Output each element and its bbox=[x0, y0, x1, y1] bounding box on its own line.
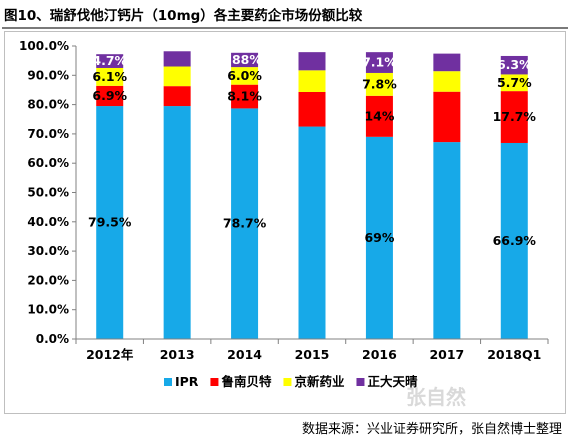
chart-title: 图10、瑞舒伐他汀钙片（10mg）各主要药企市场份额比较 bbox=[4, 8, 363, 24]
legend-swatch bbox=[283, 378, 292, 386]
data-label: 4.7% bbox=[92, 53, 127, 68]
x-tick-label: 2012年 bbox=[86, 347, 134, 362]
legend-label: 京新药业 bbox=[294, 374, 345, 389]
legend-label: 正大天晴 bbox=[367, 374, 418, 389]
y-tick-label: 100.0% bbox=[19, 39, 69, 53]
data-label: 14% bbox=[364, 108, 394, 123]
data-label: 8.1% bbox=[227, 89, 262, 104]
x-axis: 2012年 2013 2014 2015 2016 2017 2018Q1 bbox=[75, 338, 549, 362]
bar-segment bbox=[96, 106, 124, 339]
bar-series bbox=[96, 51, 528, 339]
data-label: 69% bbox=[364, 230, 394, 245]
x-tick-label: 2013 bbox=[160, 347, 195, 362]
y-tick-label: 40.0% bbox=[27, 215, 69, 229]
y-tick-label: 20.0% bbox=[27, 273, 69, 287]
bar-segment bbox=[298, 126, 326, 339]
bar-segment bbox=[231, 67, 259, 85]
bar-segment bbox=[298, 52, 326, 71]
bar-segment bbox=[96, 54, 124, 68]
y-tick-label: 60.0% bbox=[27, 156, 69, 170]
legend-swatch bbox=[356, 378, 365, 386]
y-tick-label: 30.0% bbox=[27, 244, 69, 258]
bar-segment bbox=[433, 71, 461, 92]
data-label: .88% bbox=[227, 52, 262, 67]
bar-segment bbox=[500, 74, 528, 92]
bar-segment bbox=[365, 72, 393, 96]
data-label: 7.1% bbox=[362, 55, 397, 70]
data-label: 7.8% bbox=[362, 76, 397, 91]
bar-segment bbox=[433, 91, 461, 143]
source-note: 数据来源：兴业证券研究所，张自然博士整理 bbox=[301, 422, 562, 437]
bar-segment bbox=[298, 92, 326, 127]
bar-segment bbox=[96, 85, 124, 107]
bar-segment bbox=[500, 55, 528, 75]
legend-label: IPR bbox=[175, 374, 199, 389]
bar-segment bbox=[231, 52, 259, 68]
y-tick-label: 70.0% bbox=[27, 127, 69, 141]
bar-segment bbox=[500, 142, 528, 339]
x-tick-label: 2014 bbox=[227, 347, 262, 362]
bar-segment bbox=[365, 136, 393, 339]
y-tick-label: 10.0% bbox=[27, 303, 69, 317]
y-axis: 0.0% 10.0% 20.0% 30.0% 40.0% 50.0% 60.0% 70.0% 8… bbox=[19, 39, 77, 346]
data-label: 6.1% bbox=[92, 69, 127, 84]
bar-segment bbox=[433, 53, 461, 72]
data-label: 5.7% bbox=[497, 75, 532, 90]
legend-swatch bbox=[164, 378, 172, 386]
y-tick-label: 90.0% bbox=[27, 68, 69, 82]
watermark: 张自然 bbox=[406, 385, 466, 409]
x-tick-label: 2018Q1 bbox=[487, 347, 541, 362]
bar-segment bbox=[365, 52, 393, 73]
bar-segment bbox=[231, 84, 259, 109]
y-tick-label: 80.0% bbox=[27, 98, 69, 112]
data-label: 6.0% bbox=[227, 68, 262, 83]
bar-segment bbox=[163, 66, 191, 87]
bar-segment bbox=[231, 108, 259, 339]
data-label: 78.7% bbox=[223, 216, 267, 231]
data-label: 6.9% bbox=[92, 88, 127, 103]
bar-segment bbox=[500, 91, 528, 143]
bar-segment bbox=[365, 95, 393, 137]
data-labels: 79.5% 6.9% 6.1%4.7% 78.7% 8.1% 6.0%.88% 69% 14%… bbox=[88, 52, 536, 248]
y-tick-label: 0.0% bbox=[36, 332, 69, 346]
data-label: 79.5% bbox=[88, 215, 132, 230]
bar-segment bbox=[163, 51, 191, 67]
data-label: 6.3% bbox=[497, 57, 532, 72]
legend: IPR 鲁南贝特 京新药业 正大天晴 bbox=[164, 374, 418, 389]
data-label: 66.9% bbox=[493, 233, 537, 248]
x-tick-label: 2016 bbox=[362, 347, 397, 362]
bar-segment bbox=[163, 106, 191, 339]
y-tick-label: 50.0% bbox=[27, 186, 69, 200]
bar-segment bbox=[96, 67, 124, 86]
bar-segment bbox=[433, 142, 461, 339]
legend-swatch bbox=[210, 378, 219, 386]
x-tick-label: 2017 bbox=[429, 347, 464, 362]
data-label: 17.7% bbox=[493, 109, 537, 124]
x-tick-label: 2015 bbox=[295, 347, 330, 362]
bar-segment bbox=[298, 70, 326, 93]
title-underline bbox=[2, 27, 568, 29]
chart-frame bbox=[4, 31, 566, 414]
bar-segment bbox=[163, 86, 191, 107]
legend-label: 鲁南贝特 bbox=[220, 374, 272, 389]
